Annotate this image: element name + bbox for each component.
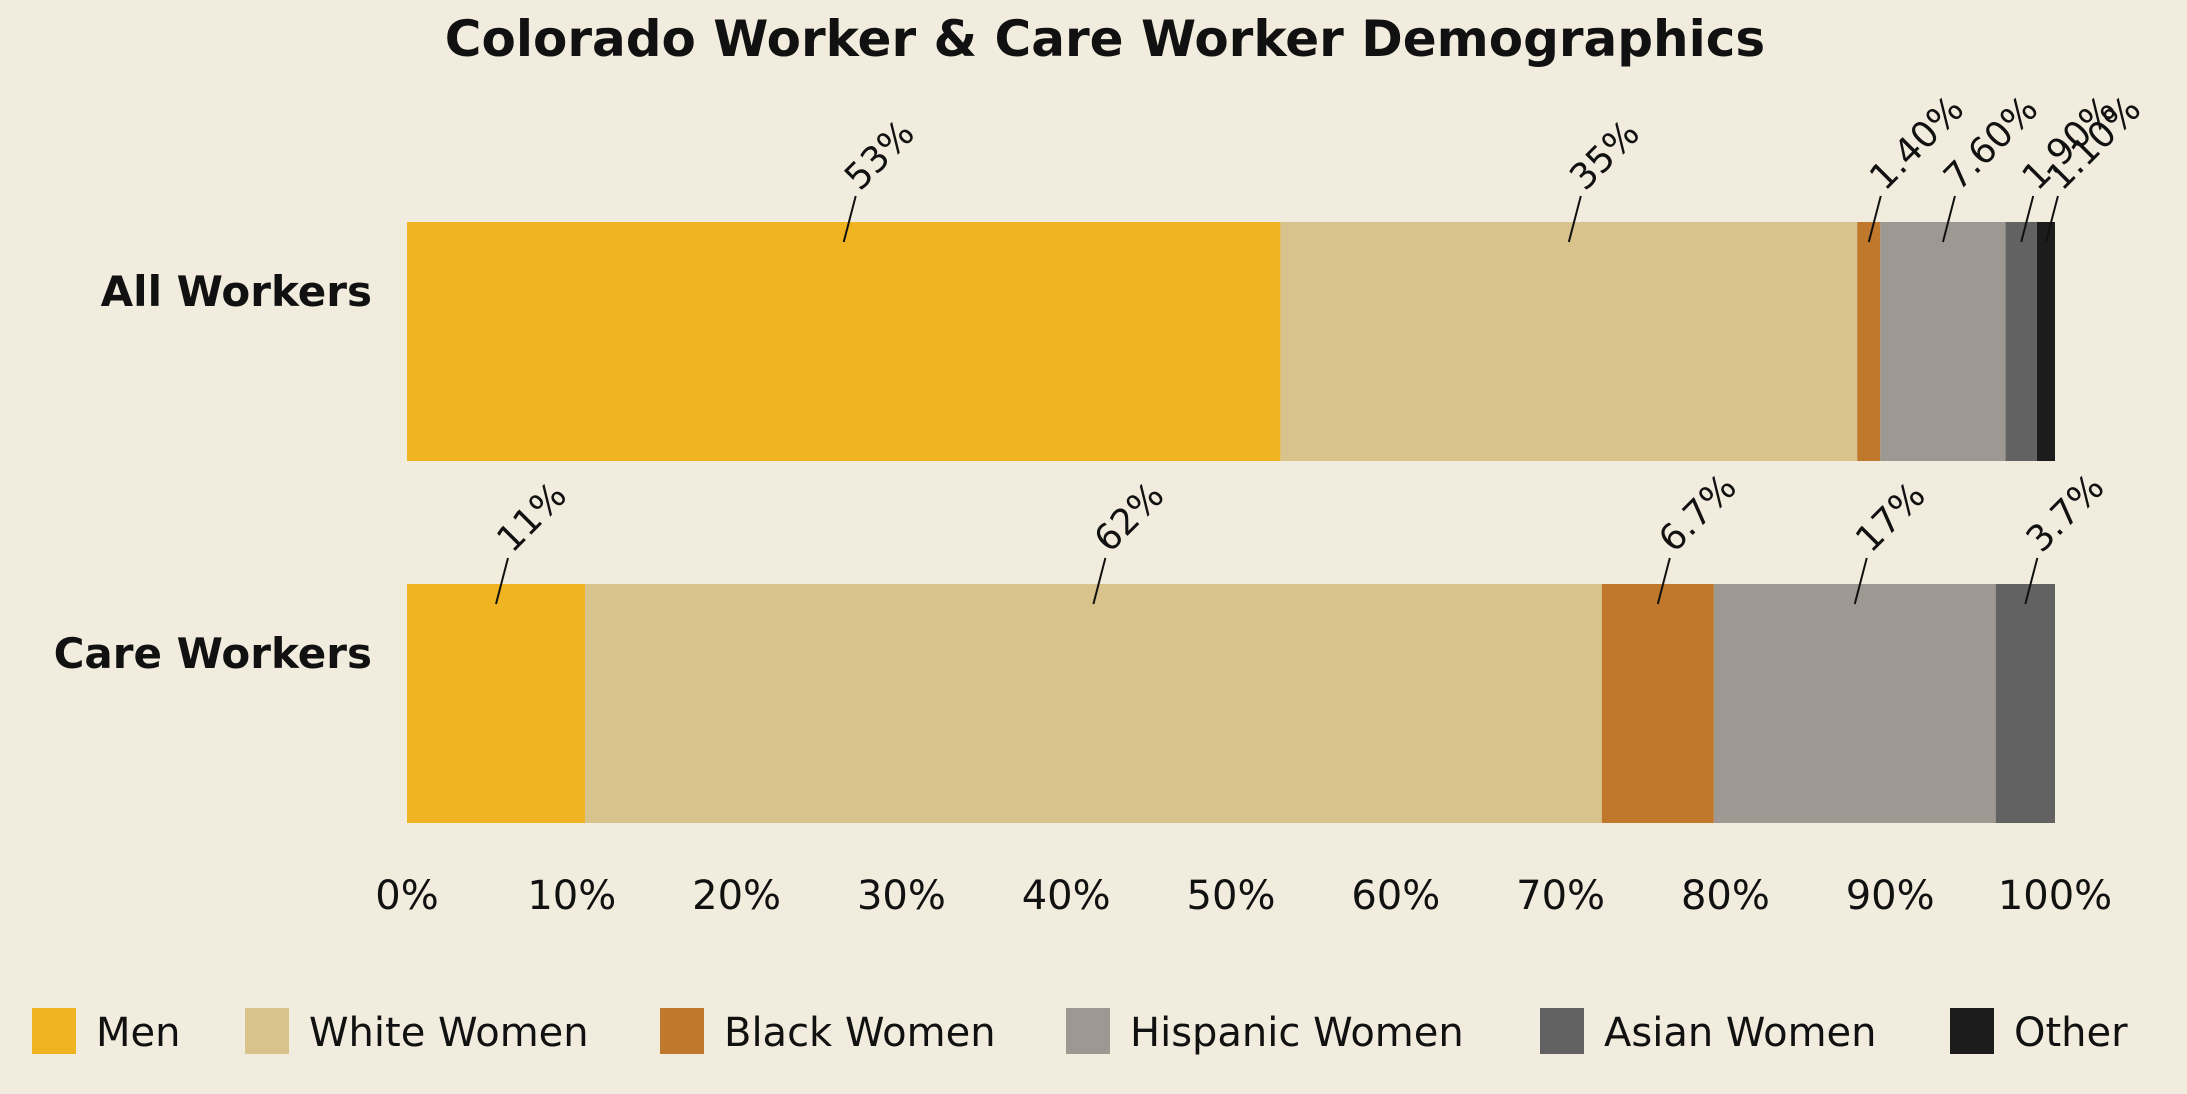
x-tick-label-7: 70% <box>1516 873 1605 919</box>
data-label-care-workers-hispanic-women: 17% <box>1848 475 1934 561</box>
leader-line-care-workers-hispanic-women <box>1853 557 1868 605</box>
x-tick-label-0: 0% <box>375 873 438 919</box>
x-tick-label-8: 80% <box>1681 873 1770 919</box>
chart-title: Colorado Worker & Care Worker Demographi… <box>445 10 1765 68</box>
leader-line-care-workers-black-women <box>1656 557 1671 605</box>
legend-swatch-other <box>1950 1008 1994 1054</box>
leader-line-all-workers-men <box>842 195 857 243</box>
legend-swatch-hispanic-women <box>1066 1008 1110 1054</box>
leader-line-all-workers-asian-women <box>2020 195 2035 243</box>
bar-all-workers-asian-women <box>2005 222 2037 461</box>
x-tick-label-4: 40% <box>1022 873 1111 919</box>
legend-swatch-men <box>32 1008 76 1054</box>
x-tick-label-2: 20% <box>692 873 781 919</box>
legend-label-other: Other <box>2014 1010 2128 1056</box>
leader-line-all-workers-black-women <box>1867 195 1882 243</box>
x-tick-label-1: 10% <box>527 873 616 919</box>
x-tick-label-6: 60% <box>1351 873 1440 919</box>
data-label-care-workers-asian-women: 3.7% <box>2019 467 2113 561</box>
leader-line-care-workers-men <box>495 557 509 605</box>
bar-care-workers-men <box>407 584 585 823</box>
legend-swatch-white-women <box>245 1008 289 1054</box>
bar-care-workers-white-women <box>584 584 1602 823</box>
leader-line-all-workers-white-women <box>1567 195 1582 243</box>
bar-all-workers-black-women <box>1857 222 1881 461</box>
x-axis-ticks: 0% 10% 20% 30% 40% 50% 60% 70% 80% 90% 100% <box>375 873 2112 919</box>
leader-line-care-workers-asian-women <box>2024 557 2039 605</box>
x-tick-label-3: 30% <box>857 873 946 919</box>
data-label-care-workers-men: 11% <box>489 475 575 561</box>
bar-care-workers-black-women <box>1601 584 1714 823</box>
bar-all-workers-hispanic-women <box>1880 222 2006 461</box>
legend-label-men: Men <box>96 1010 180 1056</box>
legend-label-black-women: Black Women <box>724 1010 996 1056</box>
legend: Men White Women Black Women Hispanic Women A… <box>32 1008 2128 1056</box>
data-label-all-workers-men: 53% <box>837 113 923 199</box>
bars-group: 53% 35% 1.40%7.60%1.90%1.10%11% 62% 6.7% 17% 3… <box>407 88 2149 823</box>
x-tick-label-10: 100% <box>1998 873 2112 919</box>
legend-label-asian-women: Asian Women <box>1604 1010 1877 1056</box>
data-label-care-workers-white-women: 62% <box>1087 475 1173 561</box>
bar-care-workers-hispanic-women <box>1713 584 1996 823</box>
leader-line-all-workers-other <box>2044 195 2059 243</box>
legend-label-white-women: White Women <box>309 1010 589 1056</box>
bar-all-workers-other <box>2036 222 2055 461</box>
data-label-care-workers-black-women: 6.7% <box>1651 467 1745 561</box>
category-label-care-workers: Care Workers <box>54 629 372 678</box>
bar-all-workers-men <box>407 222 1281 461</box>
category-labels: All Workers Care Workers <box>54 267 372 678</box>
leader-line-care-workers-white-women <box>1092 557 1107 605</box>
bar-all-workers-white-women <box>1280 222 1858 461</box>
legend-label-hispanic-women: Hispanic Women <box>1130 1010 1464 1056</box>
x-tick-label-9: 90% <box>1846 873 1935 919</box>
legend-swatch-black-women <box>660 1008 704 1054</box>
legend-swatch-asian-women <box>1540 1008 1584 1054</box>
data-label-all-workers-white-women: 35% <box>1562 113 1648 199</box>
category-label-all-workers: All Workers <box>101 267 372 316</box>
leader-line-all-workers-hispanic-women <box>1941 195 1956 243</box>
bar-care-workers-asian-women <box>1995 584 2055 823</box>
x-tick-label-5: 50% <box>1187 873 1276 919</box>
